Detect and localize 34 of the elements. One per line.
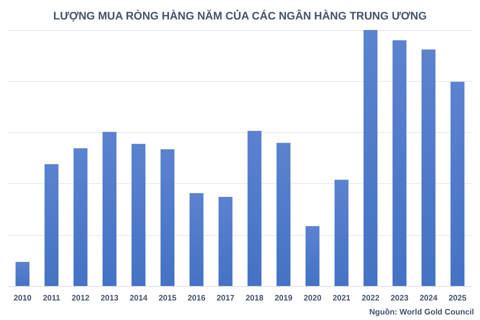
x-tick-label: 2010 [14,294,32,302]
bar [16,262,30,286]
bar [364,30,378,286]
bar [334,180,348,286]
x-tick-label: 2021 [332,294,351,302]
x-tick-label: 2011 [42,294,61,302]
x-tick-label: 2020 [304,294,322,302]
x-tick-label: 2014 [130,294,148,302]
x-tick-label: 2013 [100,294,119,302]
bar [132,144,146,286]
x-tick-label: 2025 [448,294,467,302]
x-tick-label: 2015 [158,294,177,302]
bar [74,148,88,286]
bar [248,130,262,286]
x-tick-label: 2023 [390,294,409,302]
x-tick-label: 2018 [246,294,264,302]
bar [306,226,320,286]
bar [450,82,464,286]
chart-title: LƯỢNG MUA RÒNG HÀNG NĂM CỦA CÁC NGÂN HÀNG TRUNG ƯƠNG [53,10,427,22]
text: Nguồn: World Gold Council [369,308,474,316]
x-tick-label: 2017 [216,294,235,302]
bar [422,49,436,286]
bar [392,40,406,286]
x-tick-label: 2022 [362,294,380,302]
x-tick-label: 2024 [420,294,438,302]
bar [160,149,174,286]
bar [276,142,290,286]
bar [102,132,116,286]
x-tick-label: 2012 [72,294,90,302]
bar [218,196,232,286]
x-tick-label: 2016 [188,294,206,302]
bar [190,193,204,286]
x-tick-label: 2019 [274,294,293,302]
bar [44,164,58,286]
